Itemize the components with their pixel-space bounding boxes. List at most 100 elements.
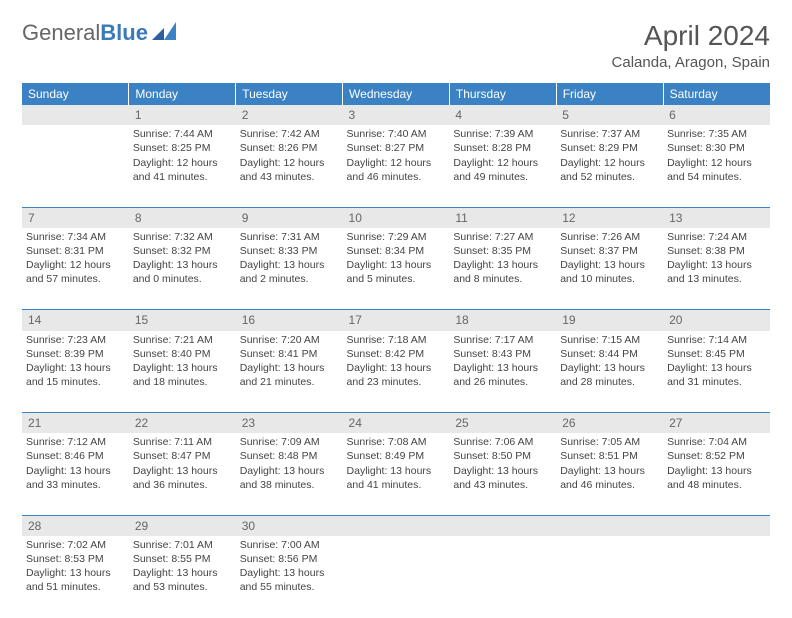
cell-line-day1: Daylight: 13 hours bbox=[240, 464, 339, 478]
cell-line-sunrise: Sunrise: 7:21 AM bbox=[133, 333, 232, 347]
cell-line-day2: and 38 minutes. bbox=[240, 478, 339, 492]
cell-line-day1: Daylight: 13 hours bbox=[240, 566, 339, 580]
cell-line-sunrise: Sunrise: 7:34 AM bbox=[26, 230, 125, 244]
cell-line-sunset: Sunset: 8:47 PM bbox=[133, 449, 232, 463]
cell-line-sunset: Sunset: 8:26 PM bbox=[240, 141, 339, 155]
cell-line-sunrise: Sunrise: 7:29 AM bbox=[347, 230, 446, 244]
cell-line-day2: and 31 minutes. bbox=[667, 375, 766, 389]
day-cell: Sunrise: 7:27 AMSunset: 8:35 PMDaylight:… bbox=[449, 228, 556, 310]
cell-line-day1: Daylight: 13 hours bbox=[133, 464, 232, 478]
cell-line-day2: and 49 minutes. bbox=[453, 170, 552, 184]
day-number: 19 bbox=[556, 310, 663, 331]
cell-line-day1: Daylight: 13 hours bbox=[453, 258, 552, 272]
cell-line-day2: and 41 minutes. bbox=[133, 170, 232, 184]
day-cell: Sunrise: 7:04 AMSunset: 8:52 PMDaylight:… bbox=[663, 433, 770, 515]
cell-line-day2: and 36 minutes. bbox=[133, 478, 232, 492]
day-cell: Sunrise: 7:37 AMSunset: 8:29 PMDaylight:… bbox=[556, 125, 663, 207]
cell-line-day2: and 21 minutes. bbox=[240, 375, 339, 389]
cell-line-day1: Daylight: 13 hours bbox=[667, 258, 766, 272]
cell-line-day1: Daylight: 13 hours bbox=[667, 464, 766, 478]
cell-line-day1: Daylight: 12 hours bbox=[26, 258, 125, 272]
calendar-body: 123456Sunrise: 7:44 AMSunset: 8:25 PMDay… bbox=[22, 105, 770, 618]
cell-line-day1: Daylight: 13 hours bbox=[560, 464, 659, 478]
cell-line-day1: Daylight: 13 hours bbox=[133, 361, 232, 375]
weekday-header: Thursday bbox=[449, 83, 556, 105]
cell-line-day2: and 0 minutes. bbox=[133, 272, 232, 286]
day-number: 8 bbox=[129, 207, 236, 228]
cell-line-day2: and 26 minutes. bbox=[453, 375, 552, 389]
location: Calanda, Aragon, Spain bbox=[612, 54, 770, 71]
day-number bbox=[343, 515, 450, 536]
cell-line-sunrise: Sunrise: 7:35 AM bbox=[667, 127, 766, 141]
cell-line-sunrise: Sunrise: 7:02 AM bbox=[26, 538, 125, 552]
cell-line-day1: Daylight: 13 hours bbox=[26, 464, 125, 478]
day-cell: Sunrise: 7:42 AMSunset: 8:26 PMDaylight:… bbox=[236, 125, 343, 207]
daynum-row: 78910111213 bbox=[22, 207, 770, 228]
cell-line-day1: Daylight: 13 hours bbox=[453, 464, 552, 478]
cell-line-day1: Daylight: 13 hours bbox=[560, 258, 659, 272]
cell-line-day1: Daylight: 12 hours bbox=[347, 156, 446, 170]
day-number: 7 bbox=[22, 207, 129, 228]
cell-line-day2: and 28 minutes. bbox=[560, 375, 659, 389]
content-row: Sunrise: 7:02 AMSunset: 8:53 PM Daylight:… bbox=[22, 536, 770, 618]
cell-line-sunset: Sunset: 8:53 PM bbox=[26, 552, 125, 566]
day-number: 21 bbox=[22, 413, 129, 434]
day-cell: Sunrise: 7:00 AMSunset: 8:56 PMDaylight:… bbox=[236, 536, 343, 618]
cell-line-day1: Daylight: 13 hours bbox=[347, 361, 446, 375]
cell-line-sunrise: Sunrise: 7:23 AM bbox=[26, 333, 125, 347]
cell-line-sunset: Sunset: 8:37 PM bbox=[560, 244, 659, 258]
cell-line-sunrise: Sunrise: 7:00 AM bbox=[240, 538, 339, 552]
cell-line-day1: Daylight: 13 hours bbox=[667, 361, 766, 375]
cell-line-sunrise: Sunrise: 7:11 AM bbox=[133, 435, 232, 449]
day-number: 3 bbox=[343, 105, 450, 125]
weekday-header: Tuesday bbox=[236, 83, 343, 105]
day-cell: Sunrise: 7:18 AMSunset: 8:42 PMDaylight:… bbox=[343, 331, 450, 413]
cell-line-sunset: Sunset: 8:41 PM bbox=[240, 347, 339, 361]
day-number bbox=[663, 515, 770, 536]
cell-line-sunrise: Sunrise: 7:20 AM bbox=[240, 333, 339, 347]
cell-line-day1: Daylight: 13 hours bbox=[560, 361, 659, 375]
cell-line-day2: and 8 minutes. bbox=[453, 272, 552, 286]
day-cell: Sunrise: 7:20 AMSunset: 8:41 PMDaylight:… bbox=[236, 331, 343, 413]
cell-line-day1: Daylight: 13 hours bbox=[26, 361, 125, 375]
content-row: Sunrise: 7:34 AMSunset: 8:31 PMDaylight:… bbox=[22, 228, 770, 310]
day-number bbox=[449, 515, 556, 536]
day-cell: Sunrise: 7:02 AMSunset: 8:53 PMDaylight:… bbox=[22, 536, 129, 618]
cell-line-day2: and 23 minutes. bbox=[347, 375, 446, 389]
day-number: 22 bbox=[129, 413, 236, 434]
day-number: 6 bbox=[663, 105, 770, 125]
cell-line-day2: and 41 minutes. bbox=[347, 478, 446, 492]
cell-line-day1: Daylight: 12 hours bbox=[453, 156, 552, 170]
day-cell bbox=[449, 536, 556, 618]
day-number: 28 bbox=[22, 515, 129, 536]
day-cell: Sunrise: 7:06 AMSunset: 8:50 PMDaylight:… bbox=[449, 433, 556, 515]
day-number: 14 bbox=[22, 310, 129, 331]
month-title: April 2024 bbox=[612, 20, 770, 52]
weekday-header: Saturday bbox=[663, 83, 770, 105]
cell-line-sunset: Sunset: 8:48 PM bbox=[240, 449, 339, 463]
cell-line-sunset: Sunset: 8:56 PM bbox=[240, 552, 339, 566]
cell-line-day2: and 54 minutes. bbox=[667, 170, 766, 184]
cell-line-day2: and 5 minutes. bbox=[347, 272, 446, 286]
daynum-row: 123456 bbox=[22, 105, 770, 125]
cell-line-sunset: Sunset: 8:51 PM bbox=[560, 449, 659, 463]
day-cell: Sunrise: 7:11 AMSunset: 8:47 PMDaylight:… bbox=[129, 433, 236, 515]
cell-line-day1: Daylight: 13 hours bbox=[453, 361, 552, 375]
day-number: 29 bbox=[129, 515, 236, 536]
cell-line-day1: Daylight: 13 hours bbox=[133, 566, 232, 580]
logo-icon bbox=[152, 20, 176, 46]
cell-line-day2: and 46 minutes. bbox=[560, 478, 659, 492]
day-number: 16 bbox=[236, 310, 343, 331]
cell-line-sunset: Sunset: 8:29 PM bbox=[560, 141, 659, 155]
day-cell: Sunrise: 7:01 AMSunset: 8:55 PMDaylight:… bbox=[129, 536, 236, 618]
cell-line-day1: Daylight: 13 hours bbox=[133, 258, 232, 272]
cell-line-day2: and 52 minutes. bbox=[560, 170, 659, 184]
cell-line-sunrise: Sunrise: 7:37 AM bbox=[560, 127, 659, 141]
day-number: 13 bbox=[663, 207, 770, 228]
title-block: April 2024 Calanda, Aragon, Spain bbox=[612, 20, 770, 71]
cell-line-sunrise: Sunrise: 7:44 AM bbox=[133, 127, 232, 141]
cell-line-sunrise: Sunrise: 7:08 AM bbox=[347, 435, 446, 449]
cell-line-sunset: Sunset: 8:46 PM bbox=[26, 449, 125, 463]
day-number: 9 bbox=[236, 207, 343, 228]
day-cell: Sunrise: 7:39 AMSunset: 8:28 PMDaylight:… bbox=[449, 125, 556, 207]
